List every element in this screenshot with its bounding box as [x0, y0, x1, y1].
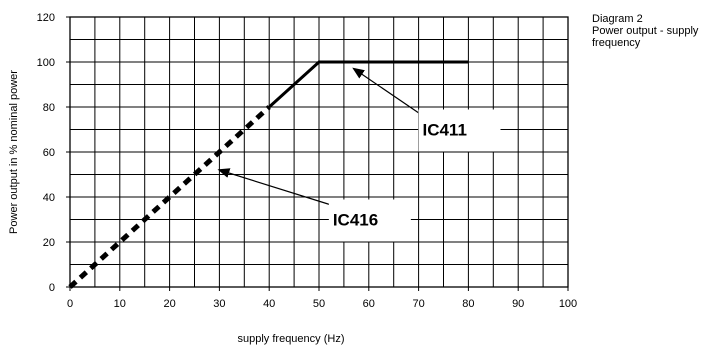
diagram-caption-line-1: Diagram 2 [592, 13, 643, 25]
y-axis-title: Power output in % nominal power [8, 70, 20, 234]
callout-arrow-ic416 [217, 168, 334, 207]
diagram-caption-line-2: Power output - supply [592, 25, 699, 37]
diagram-caption: Diagram 2 Power output - supply frequenc… [592, 13, 698, 49]
callout-label-ic411: IC411 [422, 121, 466, 140]
x-tick-label: 80 [462, 298, 474, 310]
callout-label-ic416: IC416 [333, 211, 378, 230]
y-tick-label: 80 [43, 102, 55, 114]
diagram-caption-line-3: frequency [592, 37, 641, 49]
x-tick-label: 90 [512, 298, 524, 310]
x-tick-label: 40 [263, 298, 275, 310]
x-tick-label: 0 [67, 298, 73, 310]
axes: 0 10 20 30 40 50 60 70 80 90 100 0 20 40 60 80 100 120 [37, 12, 578, 310]
x-tick-label: 20 [163, 298, 175, 310]
x-axis-title: supply frequency (Hz) [238, 333, 345, 345]
x-tick-label: 10 [114, 298, 126, 310]
series-line-ic411 [268, 60, 469, 109]
x-tick-label: 30 [213, 298, 225, 310]
y-tick-label: 100 [37, 57, 55, 69]
y-tick-label: 120 [37, 12, 55, 24]
series-line-ic416 [68, 105, 271, 289]
x-tick-label: 100 [559, 298, 577, 310]
y-tick-label: 0 [49, 282, 55, 294]
callout-arrow-ic411 [352, 67, 423, 116]
x-tick-label: 50 [313, 298, 325, 310]
y-tick-label: 20 [43, 237, 55, 249]
callout-box-ic411 [418, 109, 501, 152]
callout-box-ic416 [328, 199, 411, 242]
x-tick-label: 70 [412, 298, 424, 310]
series-layer [68, 60, 469, 289]
x-tick-label: 60 [363, 298, 375, 310]
grid [69, 16, 569, 288]
y-tick-label: 60 [43, 147, 55, 159]
annotations: IC411 IC416 [217, 67, 501, 242]
y-tick-label: 40 [43, 192, 55, 204]
